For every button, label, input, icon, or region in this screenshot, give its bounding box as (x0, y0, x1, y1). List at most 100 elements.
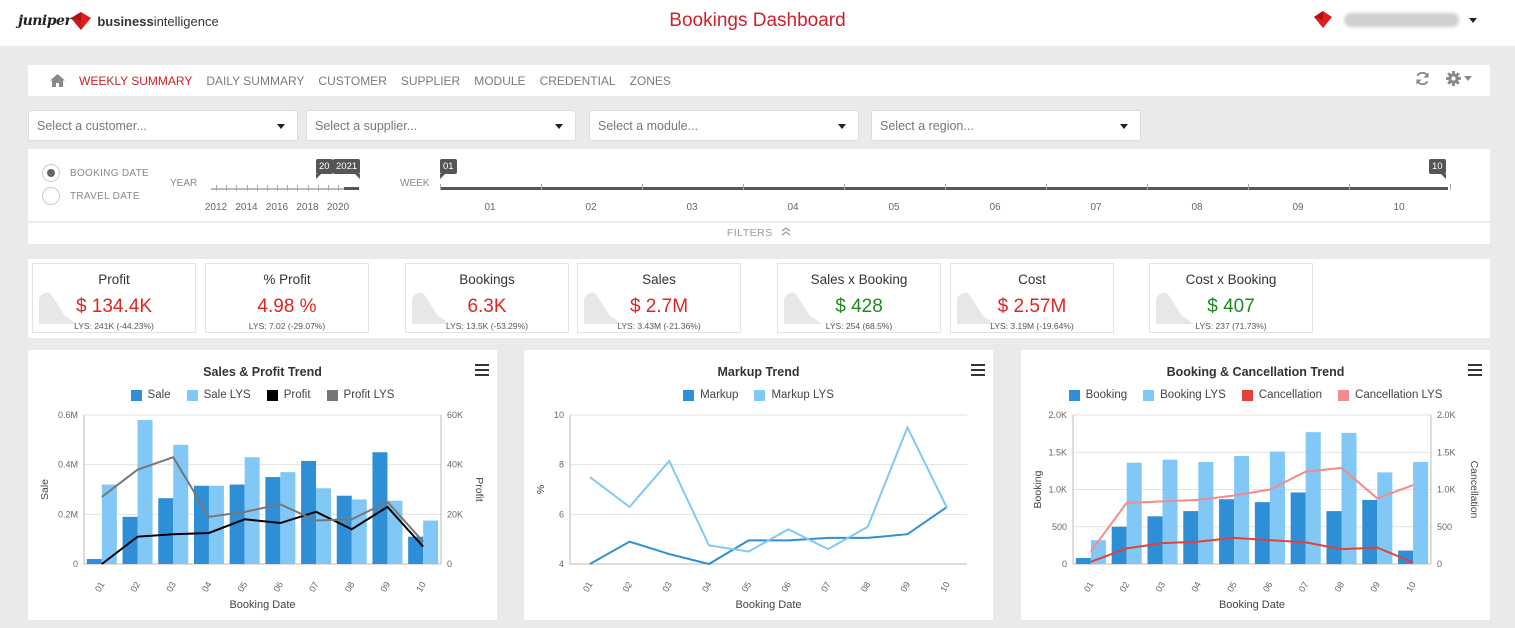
nav-zones[interactable]: ZONES (629, 73, 671, 88)
line-markup-lys (589, 424, 949, 553)
year-tick (338, 185, 339, 191)
nav-customer[interactable]: CUSTOMER (318, 73, 387, 88)
kpi-lys: LYS: 3.19M (-19.64%) (990, 321, 1074, 331)
week-tick (844, 184, 845, 190)
y-right-axis-title: Profit (473, 477, 485, 502)
legend-item[interactable]: Booking LYS (1143, 389, 1226, 401)
kpi-card-sales-x-booking[interactable]: Sales x Booking $ 428 LYS: 254 (68.5%) (777, 263, 941, 333)
kpi-card-sales[interactable]: Sales $ 2.7M LYS: 3.43M (-21.36%) (577, 263, 741, 333)
x-tick-label: 10 (414, 580, 428, 594)
legend-label: Profit (283, 389, 311, 401)
sparkline-icon (412, 292, 450, 324)
nav-supplier[interactable]: SUPPLIER (400, 73, 461, 88)
year-tick (236, 185, 238, 191)
kpi-card-cost[interactable]: Cost $ 2.57M LYS: 3.19M (-19.64%) (950, 263, 1114, 333)
week-tick (1046, 184, 1047, 190)
legend-item[interactable]: Sale LYS (186, 389, 251, 401)
y-tick-label: 500 (1052, 522, 1067, 532)
y-right-tick-label: 60K (447, 410, 463, 420)
line-markup (589, 506, 948, 566)
x-tick-label: 04 (700, 580, 714, 594)
legend-item[interactable]: Cancellation (1241, 389, 1322, 401)
booking-date-radio[interactable]: BOOKING DATE (42, 164, 149, 182)
juniper-logo[interactable]: juniper businessintelligence (18, 6, 219, 36)
legend-item[interactable]: Markup LYS (754, 389, 834, 401)
x-tick-label: 04 (200, 580, 214, 594)
caret-down-icon (1464, 76, 1472, 81)
hamburger-menu-icon[interactable] (971, 364, 985, 376)
nav-daily-summary[interactable]: DAILY SUMMARY (206, 73, 305, 88)
kpi-value: $ 2.7M (629, 296, 689, 317)
legend-item[interactable]: Sale (130, 389, 171, 401)
sparkline-icon (584, 292, 622, 324)
nav-weekly-summary[interactable]: WEEKLY SUMMARY (79, 73, 193, 88)
year-tick (246, 185, 248, 191)
kpi-title: Sales (642, 272, 676, 287)
bar-booking-lys (1269, 451, 1285, 564)
bar-booking (1362, 499, 1378, 564)
legend-label: Booking LYS (1160, 389, 1226, 401)
markup-trend-panel: 4 6 8 10 01 02 03 04 05 06 07 08 09 10 Booking Date% M… (524, 350, 993, 620)
x-tick-label: 05 (236, 580, 250, 594)
bar-sale-lys (208, 485, 224, 564)
nav-credential[interactable]: CREDENTIAL (539, 73, 616, 88)
kpi-lys: LYS: 241K (-44.23%) (74, 321, 154, 331)
supplier-select[interactable]: Select a supplier... (306, 110, 576, 141)
user-menu[interactable] (1312, 10, 1477, 30)
customer-select[interactable]: Select a customer... (28, 110, 298, 141)
week-slider-range[interactable] (440, 187, 1448, 190)
year-handle-end[interactable]: 2021 (333, 159, 361, 179)
home-icon[interactable] (50, 74, 65, 87)
hamburger-menu-icon[interactable] (1468, 364, 1482, 376)
y-axis-title: Booking (1032, 470, 1044, 508)
kpi-card-cost-x-booking[interactable]: Cost x Booking $ 407 LYS: 237 (71.73%) (1149, 263, 1313, 333)
filters-toggle[interactable]: FILTERS (28, 223, 1490, 244)
region-select[interactable]: Select a region... (871, 110, 1141, 141)
kpi-card-bookings[interactable]: Bookings 6.3K LYS: 13.5K (-53.29%) (405, 263, 569, 333)
refresh-icon[interactable] (1415, 71, 1430, 86)
year-tick (327, 185, 329, 191)
x-tick-label: 09 (1368, 580, 1382, 594)
year-handle-start[interactable]: 20 (316, 159, 333, 179)
line-profit (101, 505, 424, 565)
legend-item[interactable]: Profit LYS (326, 389, 394, 401)
year-tick (307, 185, 309, 191)
legend-item[interactable]: Profit (266, 389, 311, 401)
travel-date-radio[interactable]: TRAVEL DATE (42, 187, 140, 205)
x-tick-label: 01 (93, 580, 107, 594)
week-handle-start[interactable]: 01 (440, 159, 457, 179)
kpi-title: Sales x Booking (810, 272, 908, 287)
week-tick (1349, 184, 1350, 190)
settings-menu[interactable] (1446, 71, 1472, 86)
y-tick-label: 10 (554, 410, 564, 420)
kpi-card-percent-profit[interactable]: % Profit 4.98 % LYS: 7.02 (-29.07%) (205, 263, 369, 333)
year-tick (266, 185, 268, 191)
x-tick-label: 05 (1225, 580, 1239, 594)
x-tick-label: 07 (1297, 580, 1311, 594)
bar-booking-lys (1413, 461, 1429, 564)
year-slider-range (344, 187, 359, 190)
year-tick (226, 185, 228, 191)
markup-chart: 4 6 8 10 01 02 03 04 05 06 07 08 09 10 Booking Date% (535, 410, 967, 611)
legend-label: Sale LYS (203, 389, 251, 401)
kpi-card-profit[interactable]: Profit $ 134.4K LYS: 241K (-44.23%) (32, 263, 196, 333)
year-label: YEAR (170, 178, 198, 189)
legend-swatch (186, 389, 198, 401)
year-tick (256, 185, 258, 191)
y-tick-label: 0.4M (58, 460, 78, 470)
bar-sale (86, 559, 102, 564)
module-select[interactable]: Select a module... (589, 110, 859, 141)
week-tick-label: 07 (1090, 202, 1102, 213)
legend-item[interactable]: Booking (1068, 389, 1127, 401)
week-handle-end[interactable]: 10 (1429, 159, 1446, 179)
nav-module[interactable]: MODULE (474, 73, 526, 88)
legend-label: Markup LYS (771, 389, 834, 401)
legend-item[interactable]: Markup (683, 389, 738, 401)
bar-booking (1183, 511, 1199, 564)
legend-item[interactable]: Cancellation LYS (1338, 389, 1442, 401)
caret-down-icon[interactable] (1469, 17, 1477, 23)
year-slider-track[interactable] (211, 188, 359, 190)
x-tick-label: 03 (164, 580, 178, 594)
hamburger-menu-icon[interactable] (475, 364, 489, 376)
year-tick (297, 185, 299, 191)
